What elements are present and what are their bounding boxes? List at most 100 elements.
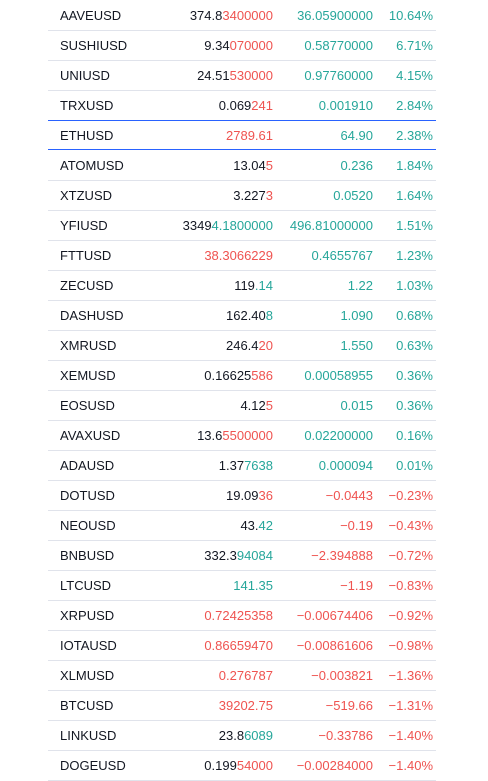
- watchlist-row[interactable]: YFIUSD 33494.1800000 496.81000000 1.51%: [48, 211, 436, 241]
- watchlist-row[interactable]: XLMUSD 0.276787 −0.003821 −1.36%: [48, 661, 436, 691]
- watchlist-row[interactable]: ZECUSD 119.14 1.22 1.03%: [48, 271, 436, 301]
- price-text: 1.377638: [219, 458, 273, 473]
- symbol: FTTUSD: [60, 248, 112, 263]
- symbol: IOTAUSD: [60, 638, 117, 653]
- change-percent: 10.64%: [388, 8, 433, 23]
- change: 1.22: [347, 278, 373, 293]
- price-part: 141.35: [233, 578, 273, 593]
- price-part: 13.04: [233, 158, 266, 173]
- price: 9.34070000: [148, 31, 273, 60]
- price-text: 3.2273: [233, 188, 273, 203]
- change: 0.97760000: [304, 68, 373, 83]
- watchlist-row[interactable]: AAVEUSD 374.83400000 36.05900000 10.64%: [48, 1, 436, 31]
- change-percent: −1.40%: [388, 728, 433, 743]
- change: 36.05900000: [297, 8, 373, 23]
- watchlist-row[interactable]: IOTAUSD 0.86659470 −0.00861606 −0.98%: [48, 631, 436, 661]
- change: −1.19: [340, 578, 373, 593]
- watchlist-row[interactable]: DOGEUSD 0.19954000 −0.00284000 −1.40%: [48, 751, 436, 781]
- symbol: EOSUSD: [60, 398, 115, 413]
- price-part: 4.12: [240, 398, 266, 413]
- change: 496.81000000: [289, 218, 373, 233]
- change-percent: −0.43%: [388, 518, 433, 533]
- watchlist-row[interactable]: LINKUSD 23.86089 −0.33786 −1.40%: [48, 721, 436, 751]
- change: 0.015: [340, 398, 373, 413]
- watchlist-row[interactable]: DOTUSD 19.0936 −0.0443 −0.23%: [48, 481, 436, 511]
- symbol: TRXUSD: [60, 98, 114, 113]
- price-text: 4.125: [240, 398, 273, 413]
- watchlist-row[interactable]: XRPUSD 0.72425358 −0.00674406 −0.92%: [48, 601, 436, 631]
- price: 1.377638: [148, 451, 273, 480]
- price-text: 162.408: [226, 308, 273, 323]
- symbol: XRPUSD: [60, 608, 115, 623]
- price-text: 23.86089: [219, 728, 273, 743]
- change-percent: −1.40%: [388, 758, 433, 773]
- price-part: 24.51: [197, 68, 230, 83]
- symbol: NEOUSD: [60, 518, 116, 533]
- watchlist-row[interactable]: UNIUSD 24.51530000 0.97760000 4.15%: [48, 61, 436, 91]
- price-part: 38.3066229: [204, 248, 273, 263]
- change: −0.00284000: [296, 758, 373, 773]
- price-part: 5500000: [222, 428, 273, 443]
- price-text: 43.42: [240, 518, 273, 533]
- change-percent: 0.68%: [396, 308, 433, 323]
- watchlist-row[interactable]: BTCUSD 39202.75 −519.66 −1.31%: [48, 691, 436, 721]
- change: −2.394888: [311, 548, 373, 563]
- change: 0.02200000: [304, 428, 373, 443]
- price-part: 23.8: [218, 728, 245, 743]
- price-part: 0.199: [204, 758, 237, 773]
- watchlist-row[interactable]: ATOMUSD 13.045 0.236 1.84%: [48, 151, 436, 181]
- watchlist-row[interactable]: AVAXUSD 13.65500000 0.02200000 0.16%: [48, 421, 436, 451]
- watchlist-row[interactable]: TRXUSD 0.069241 0.001910 2.84%: [48, 91, 436, 121]
- watchlist-row[interactable]: BNBUSD 332.394084 −2.394888 −0.72%: [48, 541, 436, 571]
- symbol: LINKUSD: [60, 728, 117, 743]
- change: −0.33786: [318, 728, 373, 743]
- price-text: 332.394084: [204, 548, 273, 563]
- change: 0.001910: [318, 98, 373, 113]
- symbol: LTCUSD: [60, 578, 112, 593]
- price: 13.65500000: [148, 421, 273, 450]
- price-part: 6089: [244, 728, 273, 743]
- change-percent: 1.64%: [396, 188, 433, 203]
- symbol: DASHUSD: [60, 308, 124, 323]
- price-part: 9.34: [204, 38, 230, 53]
- price: 3.2273: [148, 181, 273, 210]
- symbol: BNBUSD: [60, 548, 115, 563]
- symbol: XMRUSD: [60, 338, 117, 353]
- watchlist-row[interactable]: ETHUSD 2789.61 64.90 2.38%: [48, 120, 436, 150]
- symbol: AVAXUSD: [60, 428, 121, 443]
- price-part: .14: [254, 278, 273, 293]
- price-text: 0.16625586: [204, 368, 273, 383]
- price-text: 24.51530000: [197, 68, 273, 83]
- watchlist-row[interactable]: XEMUSD 0.16625586 0.00058955 0.36%: [48, 361, 436, 391]
- price-text: 9.34070000: [204, 38, 273, 53]
- symbol: ETHUSD: [60, 128, 114, 143]
- price-part: 20: [258, 338, 273, 353]
- change: 0.236: [340, 158, 373, 173]
- price-part: 374.8: [189, 8, 223, 23]
- watchlist-row[interactable]: LTCUSD 141.35 −1.19 −0.83%: [48, 571, 436, 601]
- change-percent: 0.01%: [396, 458, 433, 473]
- change-percent: 4.15%: [396, 68, 433, 83]
- price: 374.83400000: [148, 1, 273, 30]
- watchlist-row[interactable]: FTTUSD 38.3066229 0.4655767 1.23%: [48, 241, 436, 271]
- watchlist-row[interactable]: SUSHIUSD 9.34070000 0.58770000 6.71%: [48, 31, 436, 61]
- price-part: 332.3: [204, 548, 237, 563]
- change-percent: −1.31%: [388, 698, 433, 713]
- price: 0.16625586: [148, 361, 273, 390]
- price-text: 0.069241: [219, 98, 273, 113]
- price-part: 241: [251, 98, 273, 113]
- price-text: 374.83400000: [190, 8, 273, 23]
- symbol: ATOMUSD: [60, 158, 124, 173]
- change: 0.58770000: [304, 38, 373, 53]
- price: 0.72425358: [148, 601, 273, 630]
- watchlist-row[interactable]: DASHUSD 162.408 1.090 0.68%: [48, 301, 436, 331]
- watchlist-row[interactable]: XMRUSD 246.420 1.550 0.63%: [48, 331, 436, 361]
- change-percent: −0.98%: [388, 638, 433, 653]
- price-part: 0.16625: [204, 368, 252, 383]
- watchlist-row[interactable]: EOSUSD 4.125 0.015 0.36%: [48, 391, 436, 421]
- watchlist-row[interactable]: ADAUSD 1.377638 0.000094 0.01%: [48, 451, 436, 481]
- change: −0.00861606: [296, 638, 373, 653]
- price-text: 141.35: [233, 578, 273, 593]
- watchlist-row[interactable]: XTZUSD 3.2273 0.0520 1.64%: [48, 181, 436, 211]
- watchlist-row[interactable]: NEOUSD 43.42 −0.19 −0.43%: [48, 511, 436, 541]
